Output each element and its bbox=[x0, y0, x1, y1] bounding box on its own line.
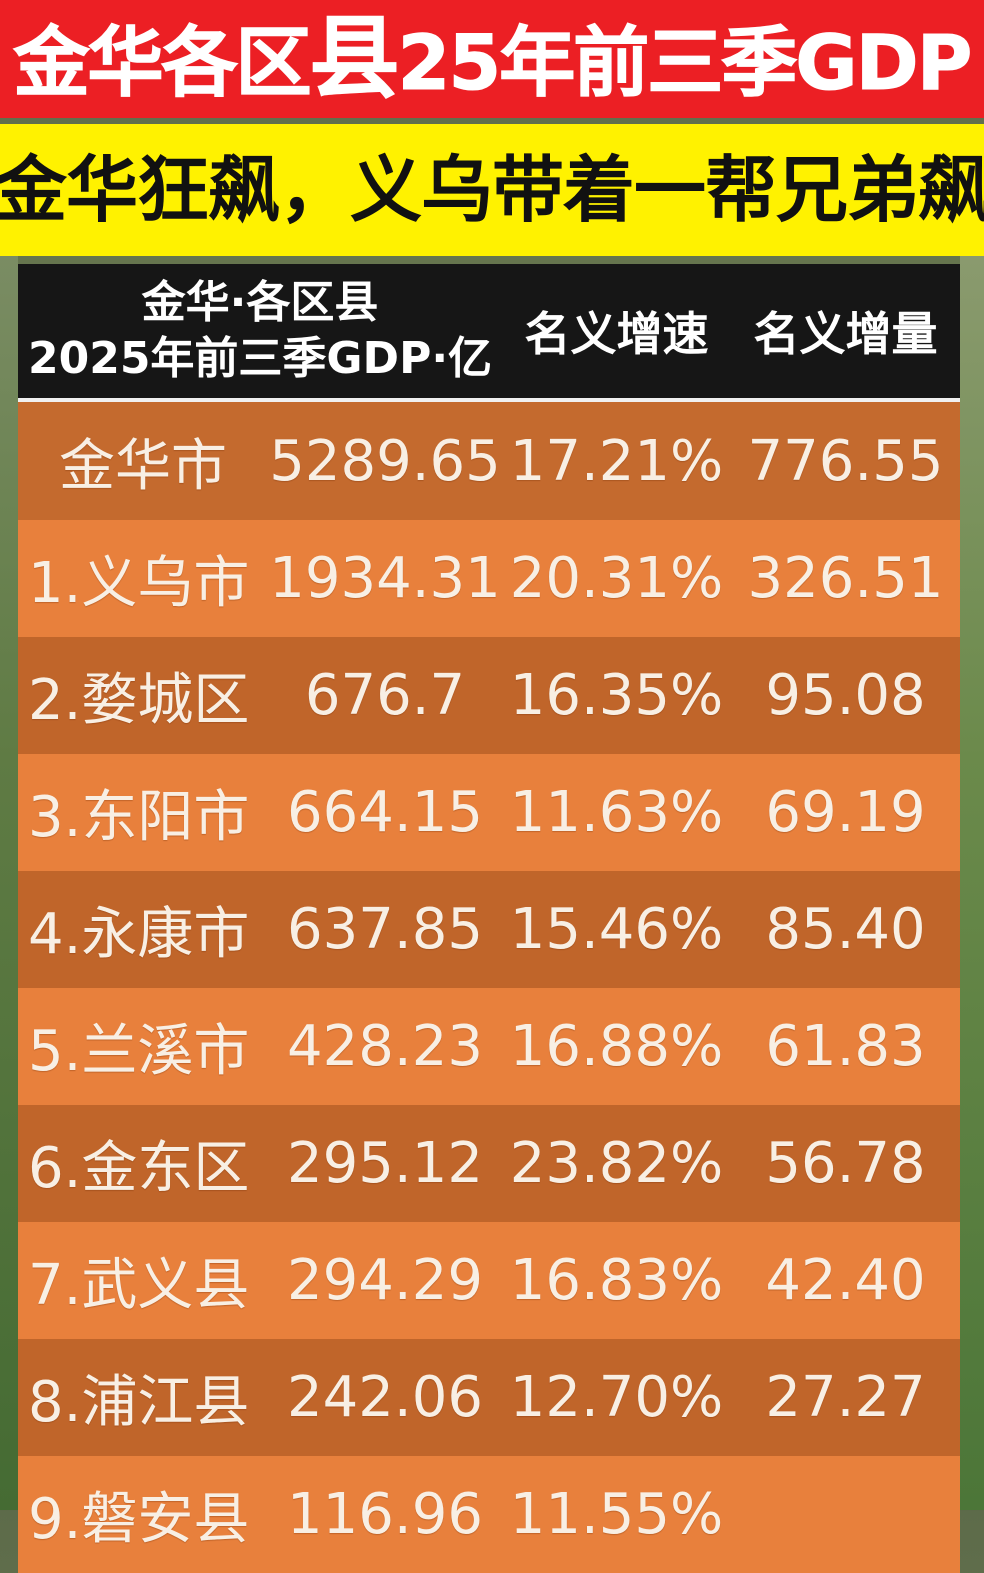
page-subtitle: 金华狂飙，义乌带着一帮兄弟飙 bbox=[0, 148, 984, 232]
table-row: 3.东阳市 664.15 11.63% 69.19 bbox=[18, 754, 960, 871]
table-row: 2.婺城区 676.7 16.35% 95.08 bbox=[18, 637, 960, 754]
table-row: 5.兰溪市 428.23 16.88% 61.83 bbox=[18, 988, 960, 1105]
title-prefix: 金华各区 bbox=[13, 18, 312, 107]
cell-increase: 776.55 bbox=[747, 428, 944, 494]
cell-name: 2.婺城区 bbox=[28, 668, 250, 733]
table-row: 4.永康市 637.85 15.46% 85.40 bbox=[18, 871, 960, 988]
cell-gdp: 676.7 bbox=[304, 663, 466, 728]
cell-increase: 27.27 bbox=[765, 1365, 926, 1430]
cell-gdp: 116.96 bbox=[287, 1482, 483, 1547]
cell-increase: 56.78 bbox=[765, 1131, 926, 1196]
cell-growth: 11.55% bbox=[509, 1482, 724, 1547]
subtitle-banner: 金华狂飙，义乌带着一帮兄弟飙 bbox=[0, 124, 984, 256]
table-row: 8.浦江县 242.06 12.70% 27.27 bbox=[18, 1339, 960, 1456]
title-banner: 金华各区县25年前三季GDP bbox=[0, 0, 984, 118]
cell-growth: 17.21% bbox=[509, 428, 724, 494]
cell-name: 9.磐安县 bbox=[28, 1487, 250, 1552]
cell-name: 金华市 bbox=[59, 433, 227, 499]
header-increase: 名义增量 bbox=[753, 307, 938, 361]
header-region-line2: 2025年前三季GDP·亿 bbox=[27, 333, 493, 384]
gdp-table: 金华·各区县 2025年前三季GDP·亿 名义增速 名义增量 金华市 5289.… bbox=[18, 264, 960, 1573]
cell-gdp: 664.15 bbox=[287, 780, 483, 845]
table-row: 6.金东区 295.12 23.82% 56.78 bbox=[18, 1105, 960, 1222]
title-suffix: 25年前三季GDP bbox=[397, 18, 973, 107]
cell-name: 8.浦江县 bbox=[28, 1370, 250, 1435]
cell-growth: 20.31% bbox=[509, 546, 724, 611]
header-region-gdp: 金华·各区县 2025年前三季GDP·亿 bbox=[18, 275, 502, 387]
header-growth: 名义增速 bbox=[524, 307, 709, 361]
title-emphasis: 县 bbox=[309, 6, 400, 111]
cell-growth: 11.63% bbox=[509, 780, 724, 845]
cell-growth: 16.35% bbox=[509, 663, 724, 728]
cell-growth: 23.82% bbox=[509, 1131, 724, 1196]
cell-gdp: 5289.65 bbox=[269, 428, 501, 494]
table-row: 9.磐安县 116.96 11.55% bbox=[18, 1456, 960, 1573]
cell-increase: 95.08 bbox=[765, 663, 926, 728]
page-title: 金华各区县25年前三季GDP bbox=[13, 13, 973, 107]
cell-gdp: 294.29 bbox=[287, 1248, 483, 1313]
cell-name: 5.兰溪市 bbox=[28, 1019, 250, 1084]
table-row: 7.武义县 294.29 16.83% 42.40 bbox=[18, 1222, 960, 1339]
cell-name: 4.永康市 bbox=[28, 902, 250, 967]
cell-increase: 69.19 bbox=[765, 780, 926, 845]
cell-growth: 12.70% bbox=[509, 1365, 724, 1430]
cell-name: 6.金东区 bbox=[28, 1136, 250, 1201]
cell-gdp: 428.23 bbox=[287, 1014, 483, 1079]
cell-growth: 16.88% bbox=[509, 1014, 724, 1079]
cell-gdp: 1934.31 bbox=[269, 546, 501, 611]
cell-name: 3.东阳市 bbox=[28, 785, 250, 850]
cell-increase: 61.83 bbox=[765, 1014, 926, 1079]
table-header: 金华·各区县 2025年前三季GDP·亿 名义增速 名义增量 bbox=[18, 264, 960, 402]
cell-gdp: 295.12 bbox=[287, 1131, 483, 1196]
table-row-total: 金华市 5289.65 17.21% 776.55 bbox=[18, 402, 960, 520]
cell-increase: 326.51 bbox=[747, 546, 944, 611]
background-scenery-right bbox=[960, 256, 984, 1510]
cell-growth: 16.83% bbox=[509, 1248, 724, 1313]
cell-gdp: 242.06 bbox=[287, 1365, 483, 1430]
background-scenery-left bbox=[0, 256, 18, 1510]
cell-increase: 85.40 bbox=[765, 897, 926, 962]
cell-name: 7.武义县 bbox=[28, 1253, 250, 1318]
cell-increase: 42.40 bbox=[765, 1248, 926, 1313]
table-row: 1.义乌市 1934.31 20.31% 326.51 bbox=[18, 520, 960, 637]
header-region-line1: 金华·各区县 bbox=[141, 277, 379, 328]
cell-gdp: 637.85 bbox=[287, 897, 483, 962]
cell-growth: 15.46% bbox=[509, 897, 724, 962]
cell-name: 1.义乌市 bbox=[28, 551, 250, 616]
